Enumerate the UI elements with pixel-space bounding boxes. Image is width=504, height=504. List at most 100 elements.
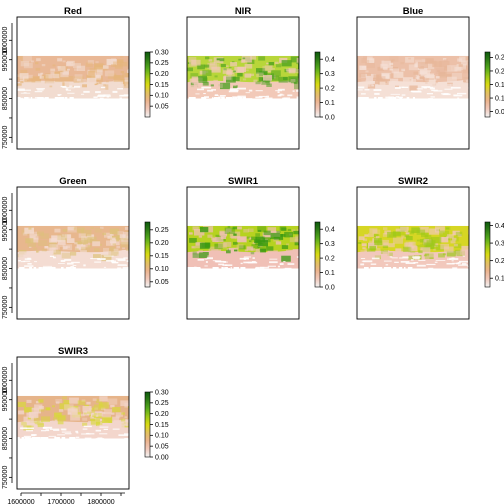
raster-patch [261, 79, 270, 85]
raster-nodata [20, 267, 25, 269]
raster-patch [405, 232, 410, 235]
raster-speckle [449, 258, 459, 260]
raster-patch [119, 234, 126, 238]
raster-patch [216, 250, 221, 254]
raster-speckle [94, 261, 101, 263]
raster-patch [112, 82, 122, 88]
raster-patch [419, 244, 428, 249]
raster-patch [80, 239, 88, 244]
raster-patch [94, 64, 103, 70]
raster-patch [53, 249, 61, 255]
raster-speckle [452, 262, 460, 264]
raster-patch [54, 419, 58, 422]
raster-speckle [283, 97, 291, 99]
raster-patch [17, 83, 22, 87]
raster-speckle [237, 95, 246, 97]
raster-patch [405, 251, 412, 256]
raster-patch [114, 63, 123, 69]
raster-patch [224, 75, 232, 80]
raster-patch [460, 249, 469, 255]
raster-patch [391, 68, 399, 74]
raster-nodata [188, 267, 193, 269]
raster-speckle [20, 92, 31, 94]
raster-patch [95, 67, 103, 72]
raster-patch [432, 61, 442, 68]
panel-title: SWIR1 [228, 176, 259, 187]
raster-patch [34, 409, 41, 414]
raster-patch [236, 236, 247, 243]
raster-patch [270, 81, 276, 86]
raster-patch [95, 77, 103, 83]
x-tick-label: 1600000 [7, 499, 34, 504]
raster-patch [288, 69, 296, 74]
raster-patch [103, 84, 107, 87]
raster-patch [407, 251, 411, 254]
raster-nodata [50, 267, 54, 269]
raster-patch [120, 237, 129, 244]
raster-patch [261, 80, 271, 87]
raster-nodata [385, 267, 388, 269]
raster-patch [375, 247, 381, 252]
raster-speckle [41, 430, 46, 432]
raster-patch [258, 56, 266, 61]
raster-patch [76, 253, 85, 259]
raster-speckle [358, 86, 365, 89]
raster-nodata [364, 97, 366, 99]
raster-speckle [86, 432, 90, 435]
raster-patch [244, 63, 253, 69]
raster-patch [25, 420, 29, 423]
raster-patch [125, 249, 129, 251]
raster-patch [82, 406, 92, 412]
legend-tick-label: 0.10 [155, 266, 169, 273]
raster-patch [60, 70, 64, 73]
raster-patch [213, 57, 224, 64]
raster-swir3 [17, 395, 129, 439]
raster-patch [414, 59, 422, 64]
raster-patch [69, 397, 79, 404]
raster-patch [380, 249, 388, 254]
raster-patch [96, 85, 106, 91]
raster-speckle [197, 259, 205, 261]
raster-patch [44, 246, 49, 249]
raster-nodata [196, 267, 199, 269]
legend-tick-label: 0.25 [495, 55, 504, 62]
raster-speckle [371, 257, 380, 260]
panel-title: Green [59, 176, 87, 187]
raster-patch [381, 73, 390, 79]
raster-speckle [99, 426, 109, 428]
raster-speckle [117, 259, 126, 262]
raster-patch [39, 408, 45, 412]
raster-patch [379, 81, 386, 86]
raster-patch [292, 229, 296, 232]
raster-patch [387, 252, 393, 256]
raster-nodata [41, 437, 46, 439]
legend-tick-label: 0.10 [155, 433, 169, 440]
y-tick-label: 750000 [2, 466, 9, 489]
raster-speckle [83, 264, 86, 267]
raster-speckle [467, 265, 469, 268]
raster-nodata [364, 267, 367, 269]
raster-patch [50, 72, 55, 75]
raster-nodata [19, 267, 21, 269]
raster-patch [77, 241, 83, 245]
legend-colorbar [144, 391, 151, 458]
raster-patch [447, 76, 457, 83]
raster-patch [434, 81, 438, 84]
raster-speckle [222, 264, 228, 266]
raster-patch [273, 238, 279, 242]
raster-patch [408, 241, 417, 247]
raster-speckle [97, 95, 105, 98]
raster-speckle [104, 255, 114, 257]
raster-patch [244, 73, 252, 78]
raster-nodata [56, 437, 60, 439]
raster-nodata [365, 97, 368, 99]
raster-nodata [72, 437, 76, 439]
legend-tick-label: 0.05 [155, 103, 169, 110]
raster-patch [56, 401, 60, 404]
raster-speckle [34, 97, 39, 99]
raster-patch [87, 245, 92, 248]
raster-speckle [207, 89, 213, 92]
raster-patch [81, 227, 86, 230]
raster-patch [234, 66, 244, 73]
raster-patch [95, 415, 99, 417]
